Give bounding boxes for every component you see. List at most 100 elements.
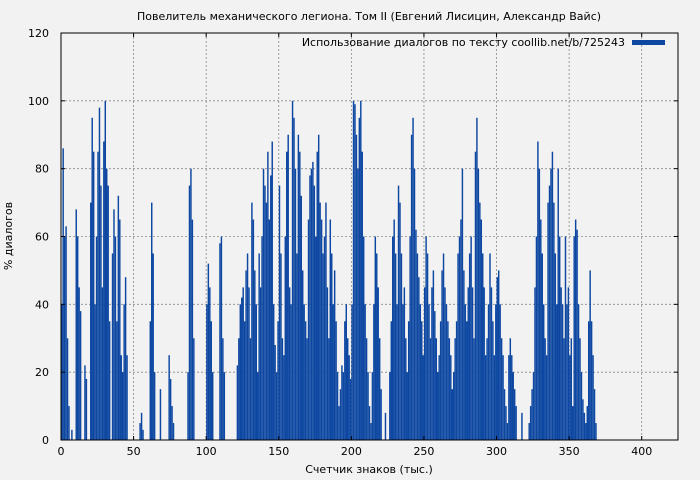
bar xyxy=(393,219,395,440)
bar xyxy=(512,372,514,440)
bar xyxy=(114,236,117,440)
bar xyxy=(106,168,108,440)
bar xyxy=(104,100,107,440)
bar xyxy=(595,423,597,440)
bar xyxy=(90,202,92,440)
bar xyxy=(153,372,156,440)
bar xyxy=(535,236,538,440)
bar xyxy=(477,168,480,440)
bar xyxy=(262,168,265,440)
bar xyxy=(270,175,272,440)
bar xyxy=(191,219,194,440)
bar xyxy=(587,321,590,440)
bar xyxy=(357,168,359,440)
bar xyxy=(503,389,506,440)
bar xyxy=(294,168,297,440)
bar xyxy=(126,355,128,440)
bar xyxy=(345,304,347,440)
bar xyxy=(397,185,400,440)
bar xyxy=(193,338,195,440)
bar xyxy=(482,253,484,440)
legend-label: Использование диалогов по тексту coollib… xyxy=(302,36,625,49)
bar xyxy=(374,236,377,440)
bar xyxy=(332,304,334,440)
bar xyxy=(117,195,120,440)
bar xyxy=(515,406,517,440)
legend: Использование диалогов по тексту coollib… xyxy=(302,36,665,49)
bar xyxy=(107,185,109,440)
bar xyxy=(268,219,271,440)
bar xyxy=(470,236,472,440)
bar xyxy=(389,372,391,440)
bar xyxy=(589,270,591,440)
bar xyxy=(439,321,442,440)
bar xyxy=(258,253,260,440)
bar xyxy=(284,236,287,440)
bar xyxy=(384,412,387,440)
bar xyxy=(409,236,411,440)
bar xyxy=(296,253,298,440)
bar xyxy=(499,304,501,440)
bar xyxy=(454,338,456,440)
bar xyxy=(355,134,358,440)
bar xyxy=(121,372,124,440)
bar xyxy=(483,287,485,440)
bar xyxy=(320,219,323,440)
bar xyxy=(209,287,211,440)
bar xyxy=(278,185,281,440)
bar xyxy=(361,151,363,441)
bar xyxy=(251,202,253,440)
bar xyxy=(441,270,443,440)
bar xyxy=(377,287,379,440)
bar xyxy=(410,134,413,440)
bar xyxy=(585,423,587,440)
bar xyxy=(316,151,318,441)
bar xyxy=(66,338,69,440)
bar xyxy=(97,151,99,441)
bar xyxy=(413,168,416,440)
bar xyxy=(593,389,596,440)
bar xyxy=(139,423,141,440)
legend-swatch xyxy=(632,40,665,45)
bar xyxy=(406,372,408,440)
bar xyxy=(521,412,523,440)
x-tick-label: 100 xyxy=(196,445,217,458)
y-tick-label: 60 xyxy=(35,231,49,244)
bar xyxy=(168,355,170,440)
x-tick-label: 250 xyxy=(413,445,434,458)
bar xyxy=(352,100,355,440)
bar xyxy=(220,236,223,440)
bar xyxy=(313,185,316,440)
bar xyxy=(103,141,105,441)
x-tick-label: 300 xyxy=(486,445,507,458)
bar xyxy=(255,304,257,440)
bar xyxy=(464,304,467,440)
bar xyxy=(508,355,510,440)
bar xyxy=(426,253,429,440)
bar xyxy=(119,219,121,440)
y-tick-label: 100 xyxy=(28,95,49,108)
bar xyxy=(415,229,417,440)
bar xyxy=(281,338,284,440)
bar xyxy=(556,304,558,440)
bar xyxy=(326,287,329,440)
bar xyxy=(243,321,246,440)
bar xyxy=(275,372,278,440)
bar xyxy=(290,304,292,440)
bar xyxy=(264,185,266,440)
bar xyxy=(560,287,562,440)
bar xyxy=(418,277,420,440)
bar xyxy=(451,389,453,440)
bar xyxy=(506,423,509,440)
bar xyxy=(187,372,189,440)
bar xyxy=(592,355,594,440)
x-tick-label: 350 xyxy=(559,445,580,458)
bar xyxy=(538,168,541,440)
bar xyxy=(471,287,474,440)
bar xyxy=(287,134,289,440)
bar xyxy=(438,355,440,440)
bar xyxy=(222,338,224,440)
bar xyxy=(100,185,102,440)
bar xyxy=(94,304,96,440)
